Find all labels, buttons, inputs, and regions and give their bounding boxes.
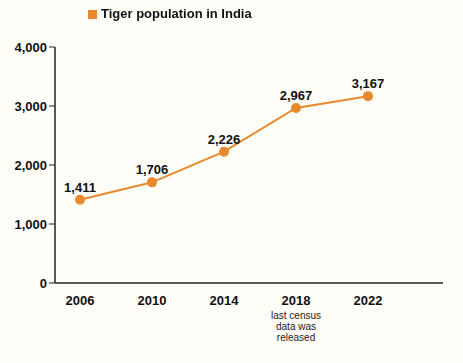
svg-text:released: released — [277, 332, 315, 343]
svg-text:data was: data was — [276, 321, 316, 332]
svg-text:2,000: 2,000 — [14, 158, 47, 173]
svg-text:2,967: 2,967 — [280, 88, 313, 103]
svg-text:1,000: 1,000 — [14, 217, 47, 232]
svg-text:2,226: 2,226 — [208, 132, 241, 147]
svg-text:1,706: 1,706 — [136, 162, 169, 177]
html-text:Tiger population in India: Tiger population in India — [101, 6, 252, 21]
svg-text:4,000: 4,000 — [14, 40, 47, 55]
svg-text:2010: 2010 — [138, 293, 167, 308]
svg-text:3,167: 3,167 — [352, 76, 385, 91]
svg-text:3,000: 3,000 — [14, 99, 47, 114]
svg-text:2014: 2014 — [210, 293, 240, 308]
svg-text:last census: last census — [271, 310, 321, 321]
svg-text:2022: 2022 — [354, 293, 383, 308]
svg-text:2006: 2006 — [66, 293, 95, 308]
svg-text:2018: 2018 — [282, 293, 311, 308]
svg-text:0: 0 — [40, 276, 47, 291]
svg-text:1,411: 1,411 — [64, 180, 96, 195]
